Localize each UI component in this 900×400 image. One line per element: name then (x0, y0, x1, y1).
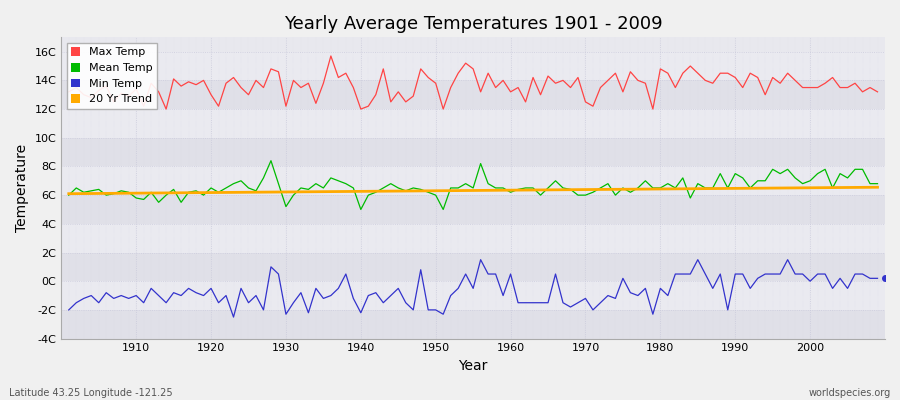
Title: Yearly Average Temperatures 1901 - 2009: Yearly Average Temperatures 1901 - 2009 (284, 15, 662, 33)
Bar (61, 109, 885, 138)
Text: worldspecies.org: worldspecies.org (809, 388, 891, 398)
Bar (61, 252, 885, 281)
Bar (61, 281, 885, 310)
Text: Latitude 43.25 Longitude -121.25: Latitude 43.25 Longitude -121.25 (9, 388, 173, 398)
Legend: Max Temp, Mean Temp, Min Temp, 20 Yr Trend: Max Temp, Mean Temp, Min Temp, 20 Yr Tre… (67, 43, 158, 109)
Bar (61, 224, 885, 252)
Bar (61, 80, 885, 109)
Bar (61, 52, 885, 80)
Bar (61, 195, 885, 224)
Bar (61, 166, 885, 195)
Bar (61, 310, 885, 338)
Y-axis label: Temperature: Temperature (15, 144, 29, 232)
Bar (61, 138, 885, 166)
X-axis label: Year: Year (458, 359, 488, 373)
